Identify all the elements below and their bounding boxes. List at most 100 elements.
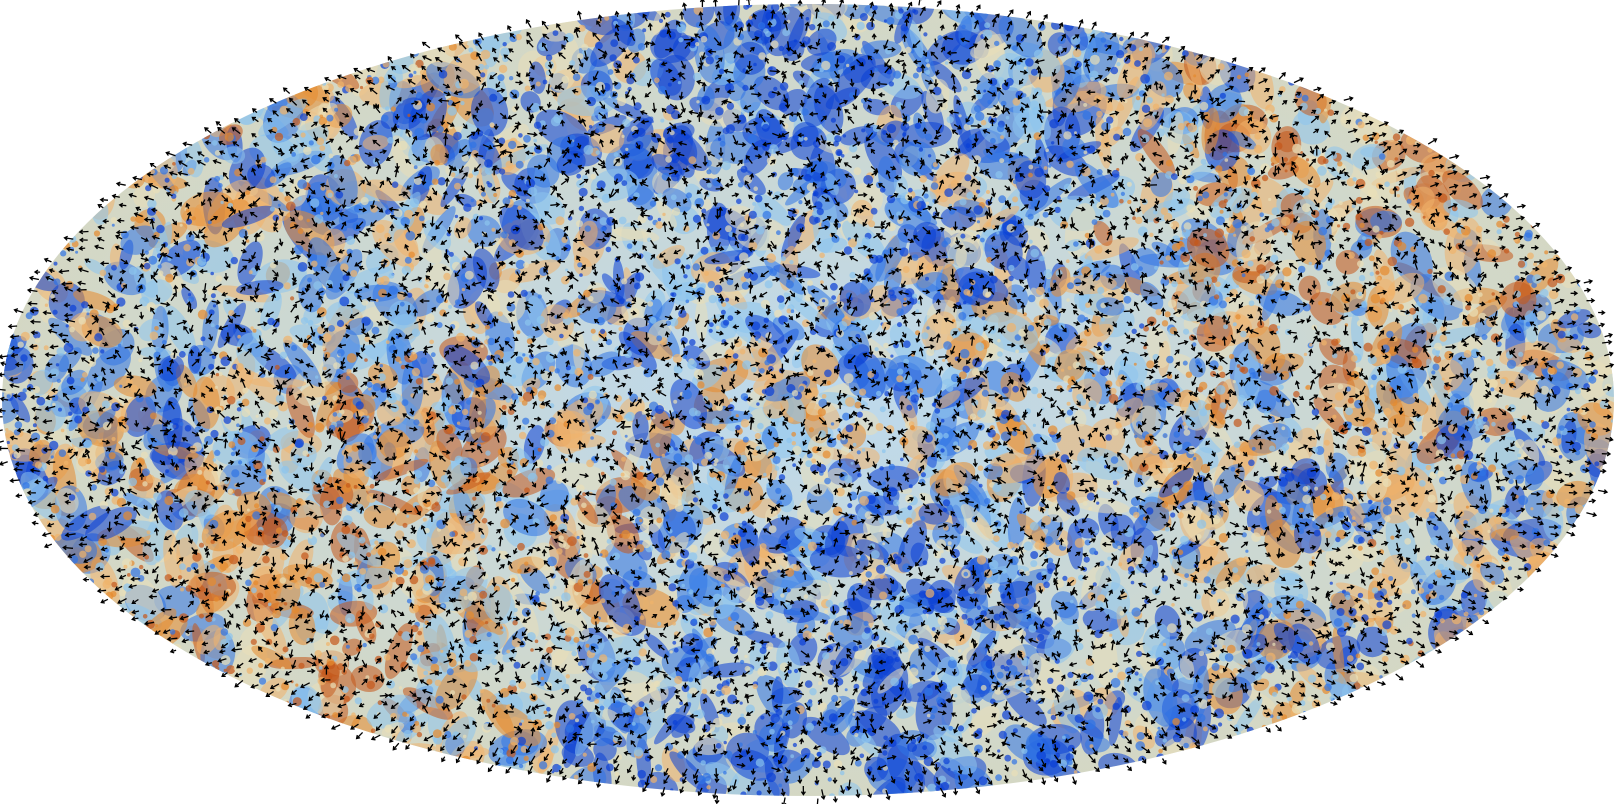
temperature-speck — [234, 488, 242, 497]
temperature-speck — [1119, 610, 1125, 616]
temperature-speck — [366, 680, 375, 690]
temperature-speck — [886, 17, 895, 25]
temperature-speck — [1254, 673, 1262, 681]
temperature-speck — [68, 494, 76, 501]
temperature-speck — [1209, 539, 1216, 546]
temperature-speck — [515, 160, 524, 169]
temperature-speck — [788, 113, 798, 123]
temperature-speck — [1311, 556, 1315, 560]
temperature-speck — [1203, 576, 1211, 584]
temperature-speck — [1382, 505, 1393, 515]
temperature-speck — [1084, 25, 1093, 34]
temperature-speck — [761, 123, 770, 132]
temperature-speck — [443, 272, 451, 281]
temperature-speck — [245, 190, 250, 196]
temperature-speck — [1045, 148, 1049, 152]
temperature-speck — [459, 78, 469, 89]
temperature-speck — [191, 216, 196, 221]
temperature-speck — [773, 86, 778, 91]
temperature-speck — [1138, 678, 1142, 682]
temperature-speck — [1166, 355, 1174, 364]
temperature-speck — [890, 677, 899, 687]
temperature-speck — [322, 395, 327, 401]
temperature-speck — [1390, 535, 1395, 540]
temperature-speck — [1091, 219, 1098, 226]
temperature-speck — [1025, 58, 1034, 67]
temperature-speck — [649, 316, 657, 324]
temperature-speck — [423, 583, 431, 592]
temperature-speck — [582, 752, 587, 757]
temperature-speck — [1222, 645, 1226, 649]
temperature-speck — [641, 410, 646, 415]
temperature-speck — [501, 404, 507, 410]
temperature-speck — [579, 273, 583, 277]
temperature-speck — [732, 353, 739, 359]
temperature-speck — [359, 85, 364, 90]
temperature-speck — [588, 669, 593, 674]
temperature-speck — [1437, 563, 1445, 571]
temperature-speck — [1271, 218, 1280, 227]
temperature-speck — [1194, 239, 1201, 247]
temperature-speck — [1139, 673, 1143, 677]
temperature-speck — [1444, 566, 1449, 571]
temperature-speck — [1323, 439, 1330, 446]
temperature-speck — [497, 748, 504, 755]
temperature-speck — [671, 207, 681, 216]
temperature-speck — [1371, 374, 1377, 381]
temperature-speck — [777, 569, 781, 573]
temperature-speck — [1180, 535, 1189, 545]
temperature-speck — [336, 496, 344, 505]
temperature-speck — [587, 579, 593, 584]
temperature-speck — [1210, 370, 1217, 377]
temperature-speck — [1076, 629, 1080, 633]
temperature-speck — [511, 374, 517, 379]
temperature-speck — [486, 632, 492, 638]
temperature-speck — [366, 381, 373, 388]
temperature-speck — [737, 716, 746, 726]
temperature-speck — [1230, 614, 1240, 624]
temperature-speck — [870, 550, 880, 559]
temperature-speck — [1335, 536, 1341, 543]
temperature-speck — [382, 60, 390, 68]
temperature-speck — [882, 701, 886, 705]
temperature-speck — [1232, 574, 1241, 583]
temperature-speck — [415, 92, 423, 99]
temperature-speck — [708, 294, 717, 304]
temperature-speck — [822, 652, 830, 660]
temperature-speck — [675, 708, 680, 713]
temperature-speck — [475, 426, 482, 433]
temperature-speck — [272, 609, 281, 619]
temperature-speck — [850, 585, 856, 592]
temperature-speck — [931, 627, 936, 631]
temperature-speck — [172, 423, 179, 430]
temperature-speck — [842, 412, 851, 421]
temperature-speck — [730, 612, 740, 621]
temperature-speck — [606, 763, 614, 772]
temperature-speck — [1004, 754, 1012, 762]
temperature-speck — [306, 218, 310, 223]
temperature-speck — [1162, 738, 1168, 743]
temperature-speck — [668, 583, 677, 592]
temperature-speck — [1370, 293, 1381, 304]
temperature-speck — [1019, 510, 1023, 514]
temperature-speck — [1043, 581, 1050, 589]
temperature-speck — [345, 376, 350, 380]
temperature-speck — [863, 620, 869, 627]
temperature-speck — [537, 447, 542, 452]
temperature-speck — [1270, 613, 1276, 618]
temperature-speck — [653, 681, 661, 688]
temperature-speck — [275, 686, 281, 692]
temperature-speck — [890, 354, 894, 358]
temperature-speck — [568, 713, 576, 720]
temperature-speck — [521, 426, 526, 431]
temperature-speck — [523, 755, 529, 762]
temperature-speck — [654, 764, 663, 772]
temperature-speck — [600, 598, 606, 604]
temperature-speck — [341, 573, 351, 583]
temperature-speck — [1506, 359, 1517, 369]
temperature-speck — [245, 515, 252, 523]
temperature-speck — [364, 468, 373, 478]
temperature-speck — [923, 193, 929, 199]
temperature-speck — [685, 299, 690, 304]
temperature-speck — [1025, 571, 1030, 576]
